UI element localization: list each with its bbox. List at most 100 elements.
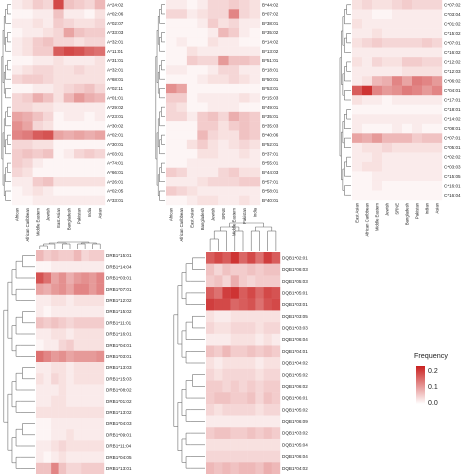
heatmap-cell [382,114,393,125]
row-label: DRB1*09:01 [106,432,132,437]
heatmap-cell [239,102,250,113]
heatmap-cell [43,177,54,187]
heatmap-cell [73,406,82,419]
heatmap-cell [36,429,44,441]
heatmap-cell [22,177,33,187]
row-label: C*16:02 [444,50,461,55]
heatmap-cell [166,18,177,29]
heatmap-cell [239,46,250,57]
heatmap-cell [32,102,44,113]
heatmap-cell [238,287,248,299]
heatmap-cell [88,328,97,340]
heatmap-cell [207,177,219,187]
heatmap-cell [214,462,223,474]
row-label: DQB1*06:03 [282,267,308,272]
heatmap-cell [176,9,188,19]
heatmap-cell [392,114,403,125]
column-label: Middle Eastern [375,202,380,231]
heatmap-cell [249,55,261,66]
heatmap-cell [53,111,64,122]
heatmap-cell [228,0,240,10]
heatmap-cell [271,450,281,463]
heatmap-cell [402,9,413,20]
heatmap-cell [239,158,250,168]
heatmap-cell [422,104,433,115]
row-label: DRB1*11:04 [106,444,132,449]
heatmap-cell [402,66,413,77]
heatmap-cell [197,158,208,168]
heatmap-cell [81,350,90,363]
heatmap-cell [230,287,240,299]
heatmap-cell [214,415,223,428]
heatmap-cell [207,102,219,113]
heatmap-cell [214,322,223,334]
heatmap-cell [422,161,433,172]
heatmap-cell [43,158,54,168]
heatmap-cell [255,450,264,463]
heatmap-cell [362,0,373,10]
heatmap-cell [255,403,264,416]
heatmap-cell [392,95,403,105]
row-label: A*66:01 [107,170,124,175]
heatmap-cell [402,47,413,58]
heatmap-cell [372,114,383,125]
heatmap-cell [197,65,208,75]
column-label: East Asian [56,207,61,227]
heatmap-cell [402,152,413,163]
heatmap-cell [166,177,177,187]
heatmap-cell [73,283,82,295]
row-label: DRB1*13:01 [106,466,132,471]
column-label: Bangladesh [405,202,410,225]
heatmap-cell [66,294,74,307]
heatmap-cell [43,130,54,140]
heatmap-cell [422,171,433,182]
heatmap-cell [73,272,82,284]
heatmap-cell [362,152,373,163]
row-label: A*01:01 [107,95,124,100]
heatmap-cell [271,438,281,451]
heatmap-cell [207,158,219,168]
heatmap-cell [422,66,433,77]
heatmap-cell [255,275,264,288]
heatmap-cell [218,46,229,57]
heatmap-cell [214,345,223,358]
heatmap-cell [255,438,264,451]
heatmap-cell [166,9,177,19]
heatmap-cell [402,171,413,182]
heatmap-cell [239,37,250,47]
heatmap-cell [263,438,272,451]
row-label: B*49:01 [262,105,279,110]
heatmap-cell [58,384,67,396]
heatmap-cell [176,55,188,66]
heatmap-cell [412,57,423,67]
column-label: Jewish [46,207,51,220]
heatmap-cell [84,111,95,122]
heatmap-cell [255,427,264,440]
row-label: B*40:06 [262,133,279,138]
heatmap-cell [218,158,229,168]
heatmap-cell [228,158,240,168]
heatmap-cell [206,462,215,474]
heatmap-cell [247,415,256,428]
heatmap-cell [53,121,64,131]
heatmap-cell [94,111,106,122]
row-label: DRB1*13:03 [106,365,132,370]
heatmap-cell [36,384,44,396]
heatmap-cell [352,95,363,105]
heatmap-cell [432,152,443,163]
heatmap-cell [239,121,250,131]
heatmap-cell [36,395,44,407]
heatmap-cell [73,261,82,273]
row-label: B*07:02 [262,12,279,17]
heatmap-cell [271,298,281,311]
heatmap-cell [36,250,44,262]
row-label: C*04:01 [444,88,461,93]
heatmap-cell [94,83,106,94]
row-label: B*15:03 [262,95,279,100]
heatmap-cell [43,317,52,329]
heatmap-cell [362,9,373,20]
heatmap-cell [43,328,52,340]
heatmap-cell [412,171,423,182]
heatmap-cell [249,111,261,122]
heatmap-cell [382,85,393,96]
